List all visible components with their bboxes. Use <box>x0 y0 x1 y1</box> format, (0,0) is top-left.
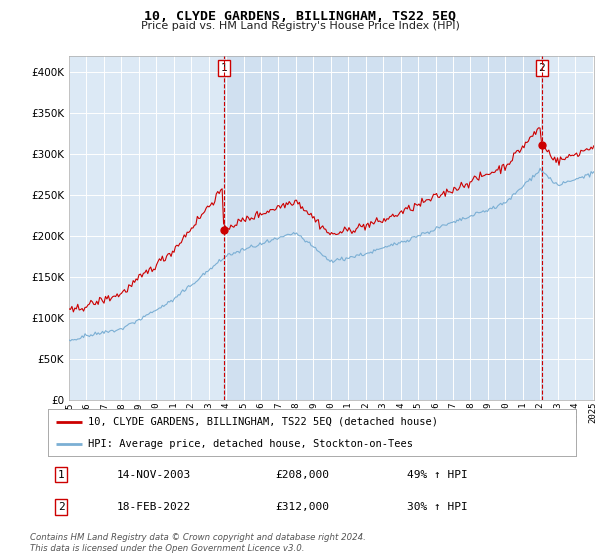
Text: 2: 2 <box>58 502 65 512</box>
Text: 10, CLYDE GARDENS, BILLINGHAM, TS22 5EQ: 10, CLYDE GARDENS, BILLINGHAM, TS22 5EQ <box>144 10 456 23</box>
Text: £208,000: £208,000 <box>275 470 329 479</box>
Text: Contains HM Land Registry data © Crown copyright and database right 2024.: Contains HM Land Registry data © Crown c… <box>30 533 366 542</box>
Text: 30% ↑ HPI: 30% ↑ HPI <box>407 502 468 512</box>
Text: £312,000: £312,000 <box>275 502 329 512</box>
Text: 10, CLYDE GARDENS, BILLINGHAM, TS22 5EQ (detached house): 10, CLYDE GARDENS, BILLINGHAM, TS22 5EQ … <box>88 417 437 427</box>
Text: 1: 1 <box>221 63 227 73</box>
Text: HPI: Average price, detached house, Stockton-on-Tees: HPI: Average price, detached house, Stoc… <box>88 438 413 449</box>
Text: 2: 2 <box>538 63 545 73</box>
Text: Price paid vs. HM Land Registry's House Price Index (HPI): Price paid vs. HM Land Registry's House … <box>140 21 460 31</box>
Text: 1: 1 <box>58 470 65 479</box>
Text: This data is licensed under the Open Government Licence v3.0.: This data is licensed under the Open Gov… <box>30 544 305 553</box>
Text: 18-FEB-2022: 18-FEB-2022 <box>116 502 191 512</box>
Text: 49% ↑ HPI: 49% ↑ HPI <box>407 470 468 479</box>
Text: 14-NOV-2003: 14-NOV-2003 <box>116 470 191 479</box>
Bar <box>224 56 542 400</box>
